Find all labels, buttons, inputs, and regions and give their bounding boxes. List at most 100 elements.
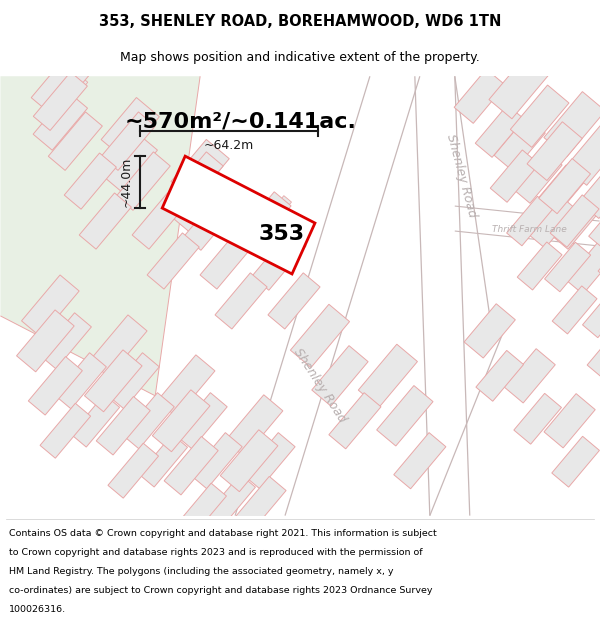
Polygon shape <box>28 357 82 415</box>
Polygon shape <box>237 192 291 250</box>
Polygon shape <box>475 105 524 158</box>
Polygon shape <box>85 350 142 412</box>
Text: Map shows position and indicative extent of the property.: Map shows position and indicative extent… <box>120 51 480 64</box>
Text: ~570m²/~0.141ac.: ~570m²/~0.141ac. <box>124 111 356 131</box>
Polygon shape <box>506 196 553 246</box>
Text: 353, SHENLEY ROAD, BOREHAMWOOD, WD6 1TN: 353, SHENLEY ROAD, BOREHAMWOOD, WD6 1TN <box>99 14 501 29</box>
Polygon shape <box>176 483 226 538</box>
Polygon shape <box>1 76 200 396</box>
Polygon shape <box>517 242 562 290</box>
Polygon shape <box>225 395 283 457</box>
Text: Shenley Road: Shenley Road <box>291 346 349 425</box>
Polygon shape <box>184 192 238 250</box>
Polygon shape <box>552 436 599 487</box>
Polygon shape <box>527 122 582 181</box>
Polygon shape <box>96 396 150 455</box>
Polygon shape <box>598 232 600 285</box>
Polygon shape <box>464 304 515 358</box>
Polygon shape <box>71 394 119 447</box>
Polygon shape <box>243 432 295 489</box>
Polygon shape <box>200 233 252 289</box>
Polygon shape <box>175 392 227 449</box>
Polygon shape <box>107 352 160 409</box>
Polygon shape <box>358 344 418 408</box>
Polygon shape <box>494 117 545 171</box>
Polygon shape <box>190 432 242 489</box>
Polygon shape <box>504 349 555 403</box>
Polygon shape <box>103 134 157 192</box>
Polygon shape <box>551 197 600 249</box>
Polygon shape <box>215 273 267 329</box>
Polygon shape <box>377 386 433 446</box>
Polygon shape <box>33 92 88 150</box>
Polygon shape <box>220 430 278 492</box>
Polygon shape <box>39 312 91 369</box>
Polygon shape <box>101 112 155 171</box>
Polygon shape <box>48 112 103 171</box>
Polygon shape <box>583 288 600 338</box>
Polygon shape <box>489 54 550 119</box>
Text: ~64.2m: ~64.2m <box>204 139 254 152</box>
Polygon shape <box>312 346 368 406</box>
Polygon shape <box>17 310 74 372</box>
Polygon shape <box>79 193 131 249</box>
Polygon shape <box>207 474 256 527</box>
Polygon shape <box>139 434 188 487</box>
Polygon shape <box>513 151 562 203</box>
Polygon shape <box>132 193 184 249</box>
Polygon shape <box>511 85 569 148</box>
Polygon shape <box>252 232 306 290</box>
Polygon shape <box>566 242 600 294</box>
Text: Shenley Road: Shenley Road <box>445 133 479 219</box>
Polygon shape <box>169 152 223 211</box>
Polygon shape <box>394 432 446 489</box>
Polygon shape <box>54 352 106 409</box>
Polygon shape <box>490 150 539 202</box>
Polygon shape <box>173 176 227 234</box>
Polygon shape <box>476 351 524 401</box>
Text: Thrift Farm Lane: Thrift Farm Lane <box>492 224 567 234</box>
Polygon shape <box>514 393 562 444</box>
Polygon shape <box>22 275 79 337</box>
Polygon shape <box>157 355 215 417</box>
Polygon shape <box>544 394 595 448</box>
Polygon shape <box>108 443 158 498</box>
Polygon shape <box>552 286 597 334</box>
Polygon shape <box>34 72 88 131</box>
Polygon shape <box>116 152 170 211</box>
Polygon shape <box>268 273 320 329</box>
Polygon shape <box>111 116 155 166</box>
Polygon shape <box>545 242 590 292</box>
Polygon shape <box>544 92 600 157</box>
Polygon shape <box>171 139 229 201</box>
Polygon shape <box>589 196 600 252</box>
Polygon shape <box>152 390 210 452</box>
Polygon shape <box>147 233 199 289</box>
Polygon shape <box>101 98 160 159</box>
Polygon shape <box>247 196 292 246</box>
Polygon shape <box>232 476 286 535</box>
Text: 100026316.: 100026316. <box>9 605 66 614</box>
Text: to Crown copyright and database rights 2023 and is reproduced with the permissio: to Crown copyright and database rights 2… <box>9 548 422 557</box>
Text: co-ordinates) are subject to Crown copyright and database rights 2023 Ordnance S: co-ordinates) are subject to Crown copyr… <box>9 586 433 595</box>
Polygon shape <box>565 123 600 185</box>
Polygon shape <box>179 156 224 206</box>
Polygon shape <box>40 403 91 458</box>
Polygon shape <box>539 159 590 214</box>
Text: HM Land Registry. The polygons (including the associated geometry, namely x, y: HM Land Registry. The polygons (includin… <box>9 567 394 576</box>
Polygon shape <box>587 330 600 378</box>
Text: ~44.0m: ~44.0m <box>119 157 132 208</box>
Polygon shape <box>235 76 420 516</box>
Polygon shape <box>31 56 89 117</box>
Polygon shape <box>329 392 381 449</box>
Polygon shape <box>579 160 600 219</box>
Polygon shape <box>164 436 218 495</box>
Polygon shape <box>290 304 350 368</box>
Polygon shape <box>64 153 116 209</box>
Polygon shape <box>89 315 147 377</box>
Polygon shape <box>550 195 599 248</box>
Text: 353: 353 <box>259 224 305 244</box>
Polygon shape <box>415 76 510 516</box>
Text: Contains OS data © Crown copyright and database right 2021. This information is : Contains OS data © Crown copyright and d… <box>9 529 437 538</box>
Polygon shape <box>162 156 315 274</box>
